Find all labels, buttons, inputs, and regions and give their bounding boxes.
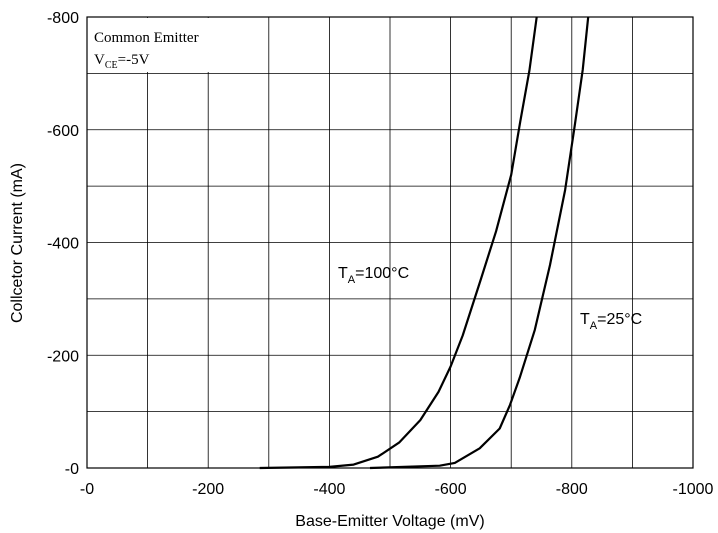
x-axis-label: Base-Emitter Voltage (mV) — [295, 513, 484, 530]
condition-box — [88, 18, 266, 72]
label-suffix: =100°C — [355, 265, 409, 282]
x-tick-label: -200 — [192, 481, 224, 498]
curve — [369, 16, 590, 470]
x-tick-label: -600 — [435, 481, 467, 498]
y-tick-label: -200 — [47, 348, 79, 365]
y-tick-label: -0 — [65, 461, 79, 478]
condition-sub: CE — [105, 60, 118, 71]
condition-suffix: =-5V — [118, 52, 150, 68]
label-sub: A — [348, 274, 356, 286]
y-tick-label: -400 — [47, 236, 79, 253]
label-prefix: T — [580, 311, 590, 328]
condition-line1: Common Emitter — [94, 30, 199, 46]
x-tick-label: -0 — [80, 481, 94, 498]
y-axis-label: Collcetor Current (mA) — [9, 163, 26, 323]
label-suffix: =25°C — [597, 311, 642, 328]
label-sub: A — [590, 320, 598, 332]
series-label: TA=25°C — [580, 311, 642, 332]
x-tick-label: -400 — [313, 481, 345, 498]
condition-prefix: V — [94, 52, 105, 68]
grid — [86, 16, 694, 469]
y-tick-label: -600 — [47, 123, 79, 140]
y-tick-label: -800 — [47, 10, 79, 27]
x-tick-label: -800 — [556, 481, 588, 498]
curve — [259, 16, 538, 470]
label-prefix: T — [338, 265, 348, 282]
x-tick-label: -1000 — [673, 481, 714, 498]
series-label: TA=100°C — [338, 265, 409, 286]
condition-line2: VCE=-5V — [94, 52, 150, 71]
